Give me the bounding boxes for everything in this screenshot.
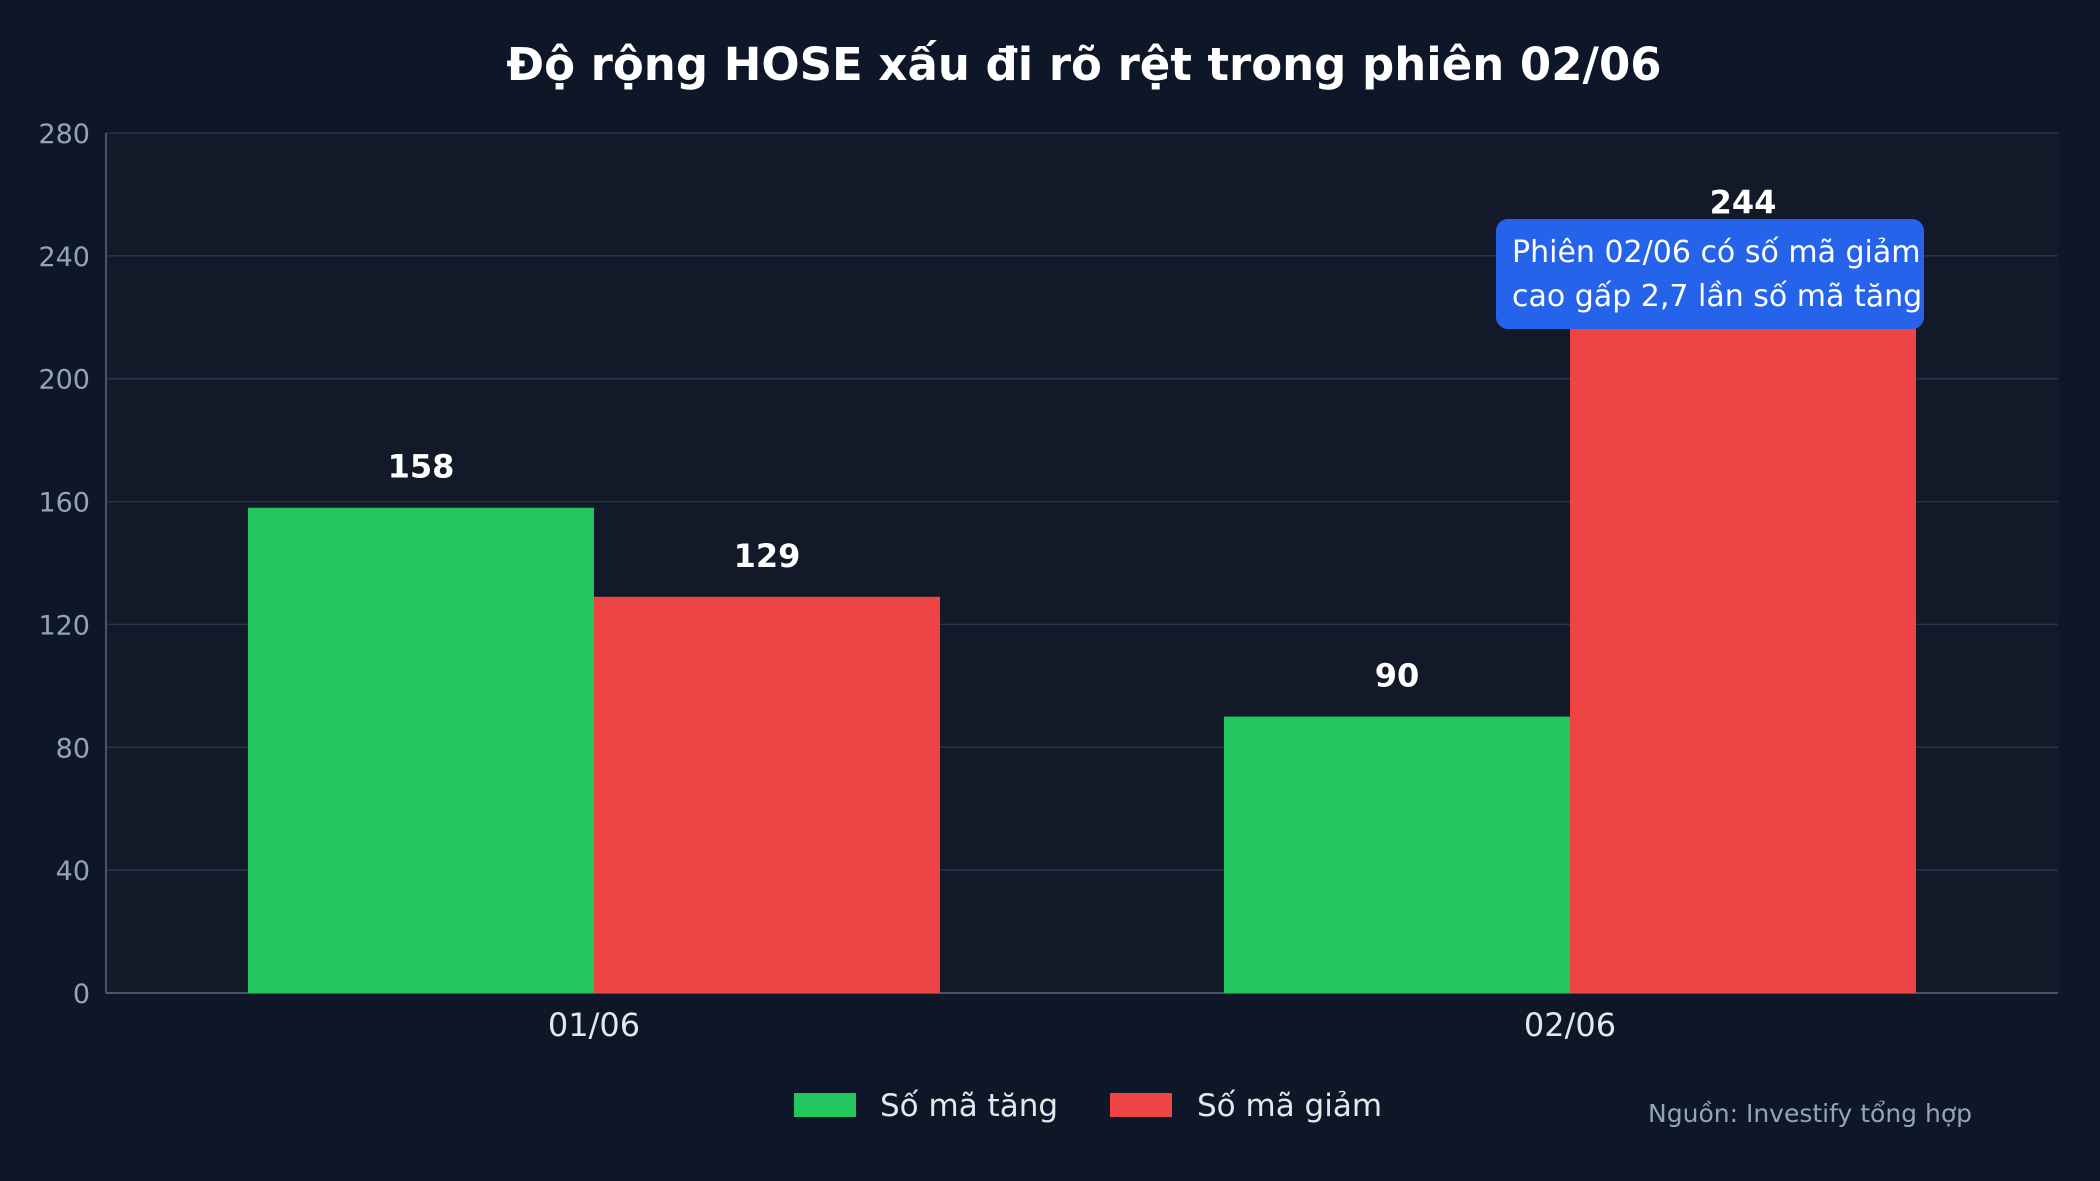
legend-swatch-increase — [794, 1093, 856, 1117]
y-tick-label: 40 — [56, 856, 90, 887]
value-label: 90 — [1375, 657, 1420, 695]
annotation-box — [1496, 219, 1924, 329]
x-tick-label: 02/06 — [1524, 1006, 1616, 1044]
bar-decrease-02-06 — [1570, 243, 1916, 994]
x-tick-label: 01/06 — [548, 1006, 640, 1044]
y-tick-label: 160 — [38, 488, 90, 519]
legend-label-increase: Số mã tăng — [880, 1088, 1058, 1124]
annotation-line-1: Phiên 02/06 có số mã giảm — [1512, 235, 1920, 270]
bar-increase-02-06 — [1224, 716, 1570, 993]
bar-decrease-01-06 — [594, 596, 940, 993]
bars — [248, 243, 1916, 994]
legend: Số mã tăng Số mã giảm — [794, 1088, 1382, 1124]
y-tick-label: 120 — [38, 610, 90, 641]
x-axis-ticks: 01/06 02/06 — [548, 1006, 1616, 1044]
chart-title: Độ rộng HOSE xấu đi rõ rệt trong phiên 0… — [506, 38, 1661, 91]
annotation-callout: Phiên 02/06 có số mã giảm cao gấp 2,7 lầ… — [1496, 219, 1924, 329]
annotation-line-2: cao gấp 2,7 lần số mã tăng — [1512, 279, 1922, 314]
bar-increase-01-06 — [248, 507, 594, 993]
legend-label-decrease: Số mã giảm — [1197, 1088, 1382, 1124]
value-label: 158 — [388, 448, 455, 486]
source-note: Nguồn: Investify tổng hợp — [1648, 1099, 1972, 1128]
value-label: 129 — [734, 537, 801, 575]
y-tick-label: 240 — [38, 242, 90, 273]
y-tick-label: 200 — [38, 365, 90, 396]
value-label: 244 — [1710, 184, 1777, 222]
y-tick-label: 0 — [73, 979, 90, 1010]
y-axis-ticks: 0 40 80 120 160 200 240 280 — [38, 119, 90, 1010]
value-labels: 158 129 90 244 — [388, 184, 1777, 695]
legend-swatch-decrease — [1110, 1093, 1172, 1117]
y-tick-label: 80 — [56, 733, 90, 764]
y-tick-label: 280 — [38, 119, 90, 150]
